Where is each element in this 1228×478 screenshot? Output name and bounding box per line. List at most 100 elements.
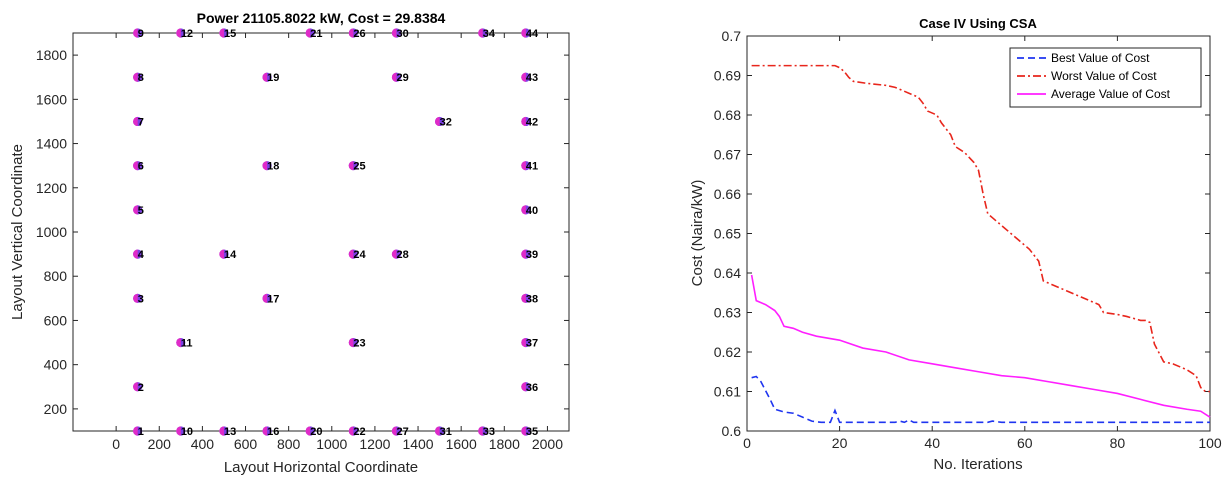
- turbine-marker-half: [391, 28, 397, 38]
- scatter-y-tick-label: 1800: [36, 47, 67, 63]
- turbine-label: 16: [267, 426, 279, 438]
- turbine-marker-half: [133, 116, 138, 127]
- turbine-marker-half: [521, 293, 526, 303]
- line-x-tick-label: 0: [743, 435, 751, 451]
- turbine-label: 7: [138, 116, 144, 128]
- turbine-label: 8: [138, 72, 144, 84]
- turbine-label: 28: [396, 249, 408, 261]
- turbine-marker-half: [521, 116, 526, 127]
- turbine-marker-half: [133, 205, 138, 215]
- cost-convergence-chart: Case IV Using CSA No. Iterations Cost (N…: [689, 16, 1222, 473]
- line-x-tick-label: 40: [924, 435, 940, 451]
- line-y-tick-label: 0.65: [714, 226, 741, 242]
- turbine-label: 39: [526, 249, 538, 261]
- legend-entry: Average Value of Cost: [1051, 87, 1171, 101]
- line-x-tick-label: 100: [1198, 435, 1222, 451]
- scatter-y-tick-label: 1200: [36, 180, 67, 196]
- turbine-marker-half: [262, 426, 268, 436]
- scatter-y-tick-label: 200: [44, 401, 68, 417]
- scatter-x-tick-label: 600: [234, 436, 258, 452]
- line-y-tick-label: 0.66: [714, 186, 741, 202]
- turbine-label: 11: [181, 338, 193, 350]
- line-y-tick-label: 0.64: [714, 265, 741, 281]
- line-x-axis-label: No. Iterations: [933, 456, 1022, 473]
- turbine-marker-half: [348, 249, 354, 259]
- turbine-marker-half: [391, 249, 397, 259]
- line-chart-title: Case IV Using CSA: [919, 16, 1037, 31]
- turbine-marker-half: [305, 28, 311, 38]
- turbine-label: 12: [181, 28, 193, 40]
- turbine-marker-half: [391, 426, 397, 436]
- turbine-label: 35: [526, 426, 538, 438]
- turbine-label: 19: [267, 72, 279, 84]
- line-y-axis-label: Cost (Naira/kW): [689, 180, 706, 287]
- turbine-marker-half: [133, 293, 138, 303]
- turbine-label: 14: [224, 249, 237, 261]
- scatter-x-tick-label: 2000: [532, 436, 563, 452]
- line-y-tick-label: 0.62: [714, 344, 741, 360]
- turbine-marker-half: [219, 28, 224, 38]
- turbine-marker-half: [262, 161, 268, 171]
- scatter-y-axis-label: Layout Vertical Coordinate: [9, 144, 26, 320]
- turbine-marker-half: [133, 72, 138, 82]
- turbine-marker-half: [478, 28, 483, 38]
- turbine-label: 32: [440, 116, 452, 128]
- scatter-x-tick-label: 1200: [359, 436, 390, 452]
- turbine-marker-half: [521, 382, 526, 392]
- turbine-marker-half: [305, 426, 311, 436]
- turbine-label: 26: [353, 28, 365, 40]
- line-y-tick-label: 0.6: [722, 423, 742, 439]
- turbine-label: 33: [483, 426, 495, 438]
- turbine-marker-half: [521, 28, 526, 38]
- turbine-label: 9: [138, 28, 144, 40]
- scatter-y-tick-label: 800: [44, 268, 68, 284]
- turbine-label: 18: [267, 161, 279, 173]
- turbine-label: 4: [138, 249, 145, 261]
- scatter-y-tick-label: 600: [44, 312, 68, 328]
- turbine-marker-half: [348, 337, 354, 348]
- line-x-tick-label: 80: [1110, 435, 1126, 451]
- turbine-label: 42: [526, 116, 538, 128]
- line-ticks: 0 20 40 60 80 100 0.6 0.61 0.62 0.63 0.64 0.65 0.66 0…: [714, 28, 1222, 451]
- turbine-marker-half: [176, 426, 181, 436]
- layout-scatter-chart: Power 21105.8022 kW, Cost = 29.8384 Layo…: [9, 10, 570, 476]
- turbine-label: 37: [526, 338, 538, 350]
- legend-entry: Best Value of Cost: [1051, 51, 1150, 65]
- line-y-tick-label: 0.63: [714, 305, 741, 321]
- turbine-label: 43: [526, 72, 538, 84]
- line-y-tick-label: 0.69: [714, 68, 741, 84]
- turbine-label: 17: [267, 293, 279, 305]
- scatter-x-tick-label: 0: [112, 436, 120, 452]
- scatter-y-tick-label: 1000: [36, 224, 67, 240]
- line-x-tick-label: 60: [1017, 435, 1033, 451]
- turbine-label: 21: [310, 28, 322, 40]
- turbine-label: 2: [138, 382, 144, 394]
- turbine-marker-half: [435, 116, 440, 127]
- line-series-group: [750, 64, 1211, 424]
- turbine-marker-half: [521, 337, 526, 348]
- series-line-2: [751, 64, 1210, 393]
- turbine-marker-half: [521, 426, 526, 436]
- turbine-label: 34: [483, 28, 496, 40]
- turbine-marker-half: [133, 382, 138, 392]
- turbine-label: 20: [310, 426, 322, 438]
- line-legend: Best Value of Cost Worst Value of Cost Ave…: [1009, 47, 1202, 108]
- turbine-marker-half: [219, 249, 224, 259]
- scatter-y-tick-label: 1600: [36, 91, 67, 107]
- turbine-marker-half: [262, 293, 268, 303]
- turbine-label: 1: [138, 426, 144, 438]
- turbine-marker-half: [133, 161, 138, 171]
- turbine-marker-half: [348, 28, 354, 38]
- turbine-label: 5: [138, 205, 144, 217]
- turbine-label: 30: [396, 28, 408, 40]
- turbine-marker-half: [176, 28, 181, 38]
- series-line-1: [751, 375, 1210, 424]
- turbine-label: 22: [353, 426, 365, 438]
- scatter-x-tick-label: 200: [148, 436, 172, 452]
- turbine-marker-half: [521, 205, 526, 215]
- turbine-label: 41: [526, 161, 538, 173]
- turbine-label: 6: [138, 161, 144, 173]
- turbine-marker-half: [348, 426, 354, 436]
- turbine-label: 38: [526, 293, 538, 305]
- turbine-marker-half: [391, 72, 397, 82]
